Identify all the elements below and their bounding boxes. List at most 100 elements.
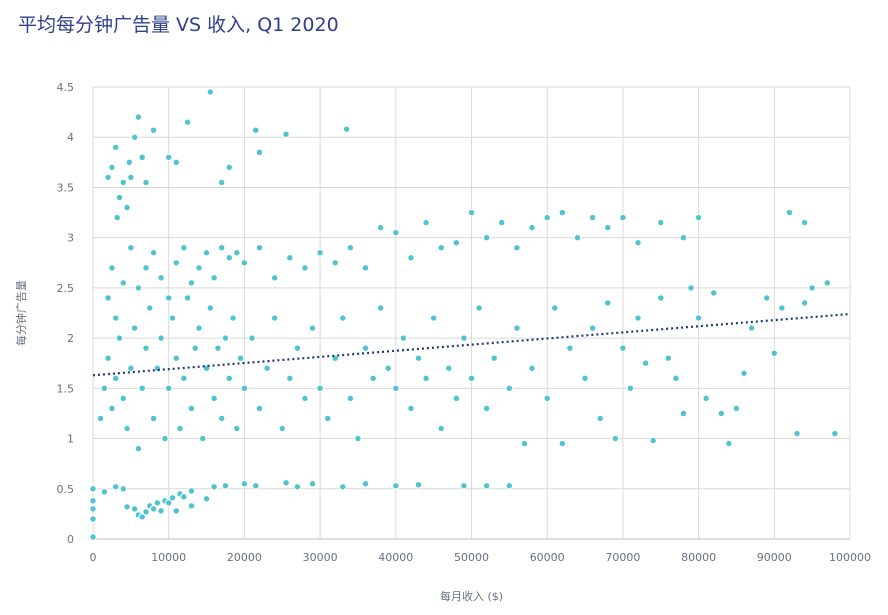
data-point <box>146 304 154 312</box>
data-point <box>414 481 423 489</box>
data-point <box>558 439 567 448</box>
data-point <box>195 324 203 332</box>
data-point <box>376 304 385 312</box>
data-point <box>255 148 264 156</box>
data-point <box>172 158 180 167</box>
data-point <box>407 254 415 262</box>
data-point <box>149 414 158 423</box>
data-point <box>445 364 453 372</box>
data-point <box>149 249 158 257</box>
data-point <box>566 344 574 352</box>
data-point <box>354 434 362 443</box>
x-tick-label: 20000 <box>227 551 262 564</box>
data-point <box>392 482 400 490</box>
data-point <box>823 279 831 287</box>
data-point <box>113 213 121 222</box>
data-point <box>115 193 124 202</box>
data-point <box>702 394 710 403</box>
data-point <box>740 369 748 377</box>
y-tick-label: 1.5 <box>57 382 75 395</box>
data-point <box>180 244 188 252</box>
data-point <box>316 249 324 257</box>
data-point <box>165 153 173 162</box>
data-point <box>611 434 620 443</box>
data-point <box>482 482 491 490</box>
data-point <box>558 208 567 217</box>
data-point <box>149 126 158 134</box>
data-point <box>429 314 438 322</box>
data-point <box>301 394 309 403</box>
data-point <box>165 499 173 507</box>
data-point <box>142 344 150 352</box>
data-point <box>361 264 370 272</box>
data-point <box>180 374 188 382</box>
y-tick-label: 2.5 <box>57 282 75 295</box>
data-point <box>206 304 215 312</box>
data-point <box>482 233 491 242</box>
data-point <box>180 493 188 501</box>
data-point <box>142 178 150 187</box>
data-point <box>301 264 309 272</box>
data-point <box>467 374 476 382</box>
data-point <box>123 203 131 212</box>
x-tick-label: 10000 <box>151 551 186 564</box>
data-point <box>127 244 135 252</box>
data-point <box>286 254 294 262</box>
y-tick-label: 4.5 <box>57 81 75 94</box>
y-tick-label: 0 <box>67 533 74 546</box>
data-point <box>323 414 332 423</box>
y-tick-label: 2 <box>67 332 74 345</box>
data-point <box>346 394 355 403</box>
data-point <box>187 502 196 510</box>
data-point <box>183 118 192 126</box>
data-point <box>255 244 264 252</box>
y-tick-label: 3.5 <box>57 181 75 194</box>
data-point <box>217 244 226 252</box>
data-point <box>634 314 642 322</box>
data-point <box>626 384 635 393</box>
data-point <box>331 259 339 267</box>
data-point <box>157 334 165 342</box>
data-point <box>263 364 271 372</box>
data-point <box>221 334 230 342</box>
data-point <box>252 482 260 490</box>
data-point <box>604 223 612 232</box>
data-point <box>217 414 226 423</box>
data-point <box>286 374 294 382</box>
data-point <box>134 284 143 292</box>
data-point <box>725 439 733 448</box>
data-point <box>513 244 521 252</box>
x-tick-label: 90000 <box>757 551 792 564</box>
x-tick-label: 30000 <box>303 551 338 564</box>
data-point <box>100 488 109 496</box>
data-point <box>342 125 351 133</box>
data-point <box>104 173 112 182</box>
data-point <box>119 485 127 493</box>
data-point <box>233 249 241 257</box>
data-point <box>679 233 688 242</box>
data-point <box>657 294 665 302</box>
data-point <box>168 314 177 322</box>
data-point <box>240 259 249 267</box>
data-point <box>165 384 173 393</box>
data-point <box>125 158 134 167</box>
data-point <box>452 238 461 247</box>
data-point <box>199 434 207 443</box>
data-point <box>108 264 116 272</box>
data-point <box>255 404 264 413</box>
data-point <box>475 304 483 312</box>
data-point <box>293 483 302 491</box>
data-point <box>202 249 211 257</box>
data-point <box>800 299 809 307</box>
data-point <box>490 354 498 362</box>
y-tick-label: 4 <box>67 131 74 144</box>
data-point <box>89 497 97 505</box>
x-tick-label: 100000 <box>829 551 871 564</box>
data-point <box>664 354 673 362</box>
data-point <box>361 344 370 352</box>
data-point <box>551 304 559 312</box>
data-point <box>270 314 279 322</box>
data-point <box>634 238 642 247</box>
data-point <box>123 424 131 433</box>
data-point <box>316 384 324 393</box>
